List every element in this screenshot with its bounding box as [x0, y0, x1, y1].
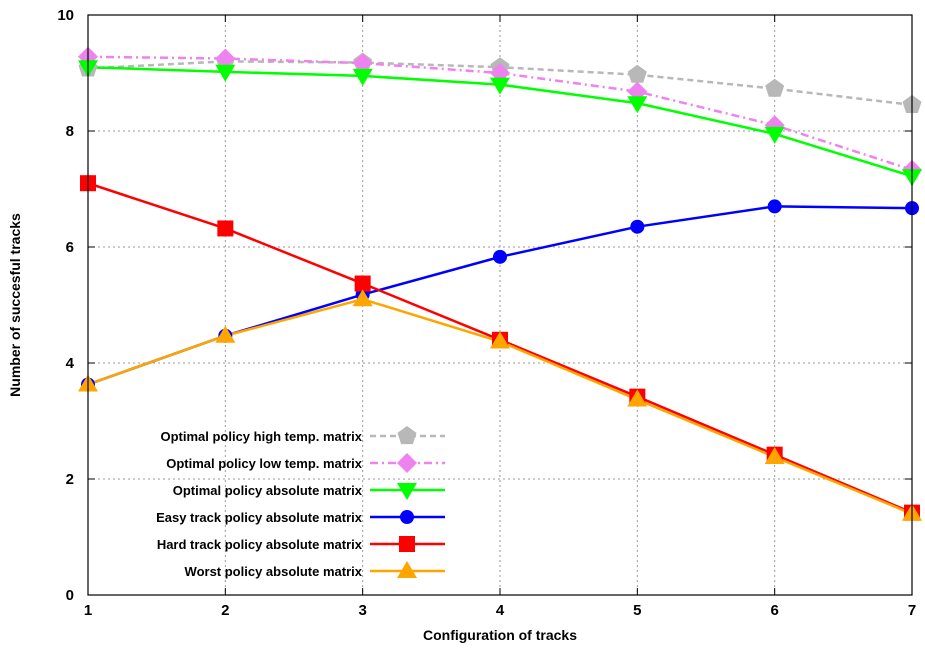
x-tick-label: 2 [221, 602, 229, 619]
x-tick-label: 6 [770, 602, 778, 619]
legend-marker [397, 453, 417, 473]
x-tick-label: 7 [908, 602, 916, 619]
x-axis-title: Configuration of tracks [423, 627, 577, 643]
legend-label: Optimal policy low temp. matrix [166, 456, 363, 471]
y-axis-ticks: 0 2 4 6 8 10 [57, 7, 912, 604]
series-2-point [352, 68, 373, 86]
legend-label: Worst policy absolute matrix [185, 564, 363, 579]
legend: Optimal policy high temp. matrix Optimal … [156, 426, 445, 579]
series-2-point [490, 77, 510, 95]
x-axis-ticks: 1 2 3 4 5 6 7 [84, 15, 916, 619]
series-3-point [493, 249, 507, 264]
series-1-point [215, 48, 236, 69]
series-1-point [352, 53, 373, 74]
y-tick-label: 4 [66, 355, 75, 372]
series-3-point [767, 199, 782, 214]
legend-label: Easy track policy absolute matrix [156, 510, 363, 525]
legend-marker [397, 561, 417, 578]
series-3-point [630, 219, 645, 234]
series-2-point [764, 126, 785, 144]
series-5-point [215, 325, 236, 343]
legend-marker [399, 536, 415, 552]
series-4-point [354, 275, 371, 292]
y-tick-label: 0 [66, 587, 74, 604]
y-tick-label: 10 [57, 7, 74, 24]
y-tick-label: 8 [66, 123, 74, 140]
series-5-point [352, 289, 373, 307]
y-axis-title: Number of succesful tracks [7, 213, 23, 397]
series-2-point [215, 64, 236, 82]
x-tick-label: 5 [633, 602, 641, 619]
series-2-point [627, 96, 648, 114]
series-4-point [217, 220, 234, 237]
series-5-point [490, 331, 510, 349]
legend-marker [397, 483, 417, 500]
y-tick-label: 2 [66, 471, 74, 488]
legend-marker [400, 510, 414, 524]
x-tick-label: 4 [496, 602, 505, 619]
legend-label: Hard track policy absolute matrix [157, 537, 363, 552]
series-5-point [764, 447, 785, 464]
series-0-point [627, 64, 647, 83]
series-5-point [627, 389, 648, 407]
series-markers [78, 46, 922, 521]
series-0-point [765, 78, 785, 97]
grid-lines [87, 14, 913, 596]
legend-marker [397, 426, 417, 445]
x-tick-label: 3 [358, 602, 366, 619]
y-tick-label: 6 [66, 239, 74, 256]
legend-label: Optimal policy high temp. matrix [160, 429, 362, 444]
x-tick-label: 1 [84, 602, 92, 619]
legend-label: Optimal policy absolute matrix [173, 483, 363, 498]
